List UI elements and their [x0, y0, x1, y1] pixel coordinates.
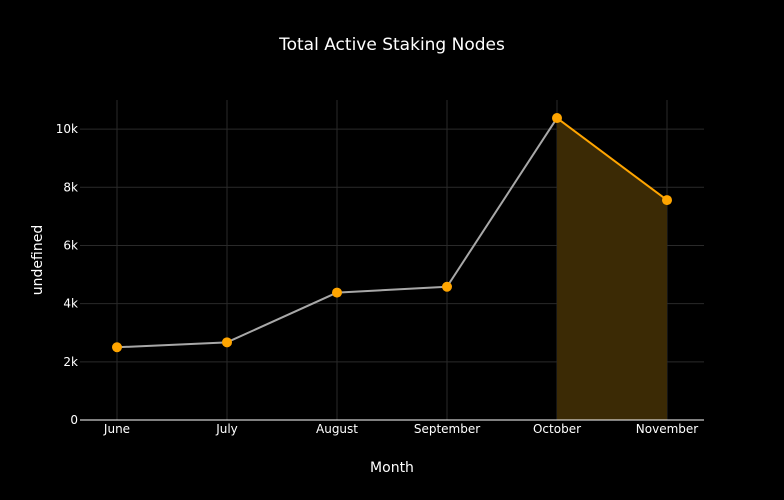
x-tick-label: October	[533, 422, 581, 436]
y-axis-ticks: 0 2k 4k 6k 8k 10k	[56, 122, 78, 427]
y-tick-label: 10k	[56, 122, 78, 136]
y-tick-label: 8k	[63, 180, 78, 194]
data-point-october[interactable]	[552, 113, 562, 124]
y-tick-label: 6k	[63, 238, 78, 252]
series-segment	[226, 291, 338, 344]
series-segment	[446, 117, 558, 288]
series-segment	[336, 285, 448, 294]
y-axis-title: undefined	[30, 225, 46, 295]
series-line	[116, 117, 668, 349]
data-point-november[interactable]	[662, 195, 672, 206]
data-point-august[interactable]	[332, 287, 342, 298]
series-segment-highlight	[556, 117, 668, 201]
highlight-area	[557, 118, 667, 420]
data-point-september[interactable]	[442, 281, 452, 292]
x-tick-label: November	[636, 422, 698, 436]
data-point-july[interactable]	[222, 337, 232, 348]
chart-title: Total Active Staking Nodes	[278, 35, 505, 55]
data-point-june[interactable]	[112, 342, 122, 353]
x-axis-title: Month	[370, 460, 414, 476]
y-tick-label: 4k	[63, 297, 78, 311]
x-axis-ticks: June July August September October November	[103, 422, 698, 436]
x-tick-label: August	[316, 422, 358, 436]
data-points	[112, 113, 672, 353]
series-segment	[116, 341, 228, 349]
x-tick-label: June	[103, 422, 130, 436]
highlight-fill	[557, 118, 667, 420]
x-tick-label: September	[414, 422, 480, 436]
x-tick-label: July	[215, 422, 238, 436]
y-tick-label: 2k	[63, 355, 78, 369]
y-tick-label: 0	[70, 413, 78, 427]
